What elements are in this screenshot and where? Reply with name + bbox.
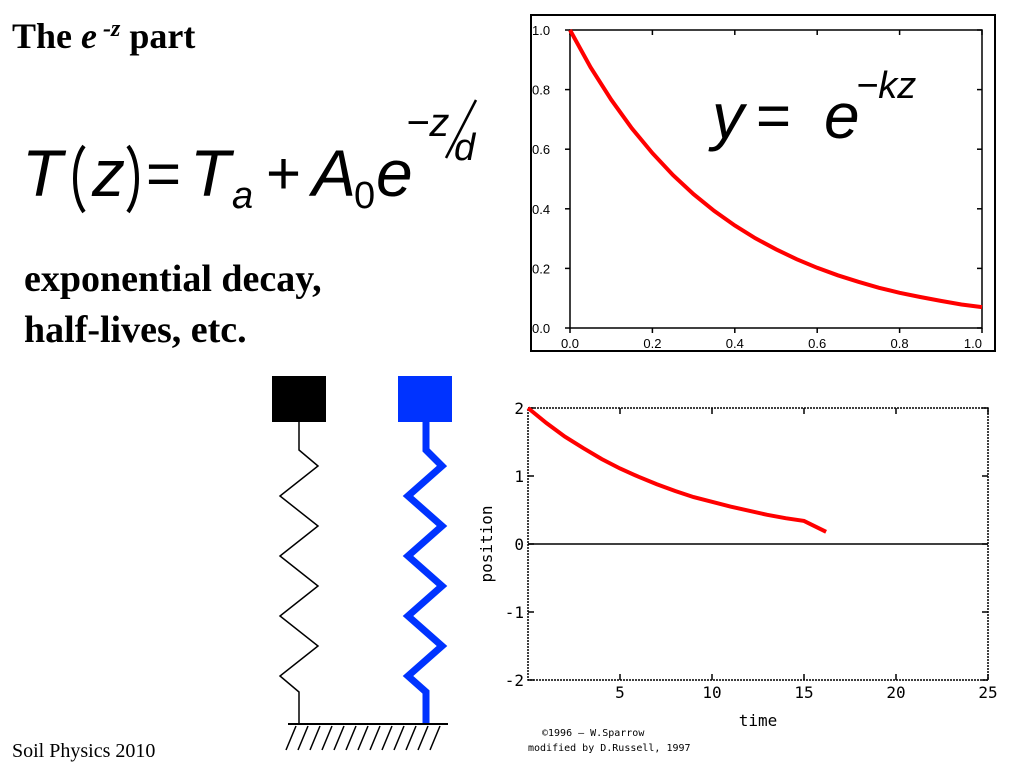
x-tick-label: 1.0 [964, 336, 982, 351]
x-tick-label: 0.0 [561, 336, 579, 351]
x-tick-label: 0.4 [726, 336, 744, 351]
y-axis-label: position [478, 505, 496, 582]
formula-subscript-0: 0 [354, 175, 375, 217]
formula-right-paren [126, 144, 139, 214]
title-e: e [81, 16, 97, 56]
formula-A: A [308, 136, 356, 210]
y-tick-label: 0.4 [532, 202, 550, 217]
formula-T: T [22, 136, 67, 210]
y-tick-label: -1 [505, 603, 524, 622]
x-tick-label: 0.8 [891, 336, 909, 351]
spring-diagram [272, 376, 452, 751]
description-line-2: half-lives, etc. [24, 309, 247, 352]
footer-text: Soil Physics 2010 [12, 740, 156, 762]
x-tick-label: 10 [702, 683, 721, 702]
exponential-decay-chart: 0.0 0.2 0.4 0.6 0.8 1.0 0.0 0.2 0.4 0.6 0.8 1.0 y =… [532, 23, 983, 351]
x-tick-label: 25 [978, 683, 997, 702]
black-mass-block [272, 376, 326, 422]
y-tick-label: 0.8 [532, 83, 550, 98]
y-tick-label: 0.2 [532, 261, 550, 276]
formula-exponent-slash [444, 99, 478, 159]
formula-Ta: T [190, 136, 235, 210]
x-tick-label: 0.6 [808, 336, 826, 351]
chart-annotation-equals: = [756, 82, 791, 149]
chart-plot-area [569, 29, 983, 329]
credit-line-2: modified by D.Russell, 1997 [528, 743, 691, 754]
x-tick-label: 15 [794, 683, 813, 702]
x-tick-label: 5 [615, 683, 625, 702]
y-tick-label: 0.0 [532, 321, 550, 336]
ground-hatching [285, 725, 441, 751]
formula-subscript-a: a [232, 175, 253, 217]
formula-exponent-numerator: −z [406, 101, 449, 145]
y-tick-label: 1 [514, 467, 524, 486]
formula-left-paren [73, 144, 86, 214]
chart-annotation-e: e [824, 80, 860, 152]
formula-exponent-denominator: d [454, 127, 477, 169]
blue-mass-block [398, 376, 452, 422]
x-axis-label: time [739, 711, 778, 730]
y-tick-label: 0.6 [532, 142, 550, 157]
formula-equals: = [146, 140, 181, 207]
formula-e: e [376, 136, 413, 210]
x-tick-label: 20 [886, 683, 905, 702]
y-tick-label: -2 [505, 671, 524, 690]
y-tick-label: 1.0 [532, 23, 550, 38]
formula-z: z [91, 136, 125, 210]
title-suffix: part [120, 16, 196, 56]
temperature-formula: T z = T a + A 0 e −z d [22, 99, 478, 217]
formula-plus: + [266, 140, 301, 207]
title-prefix: The [12, 16, 82, 56]
chart-annotation-y: y [708, 80, 748, 152]
y-tick-label: 0 [514, 535, 524, 554]
title-exponent: -z [103, 16, 121, 42]
thick-blue-spring [402, 422, 448, 724]
position-curve [526, 406, 827, 534]
chart-annotation-exponent: −kz [856, 65, 916, 107]
decay-curve [568, 29, 983, 310]
description-line-1: exponential decay, [24, 258, 322, 300]
thin-black-spring [278, 422, 320, 724]
y-tick-label: 2 [514, 399, 524, 418]
description-text: exponential decay, half-lives, etc. [24, 254, 322, 357]
x-tick-label: 0.2 [643, 336, 661, 351]
slide-title: The e -z part [12, 16, 196, 56]
credit-line-1: ©1996 – W.Sparrow [542, 728, 645, 739]
